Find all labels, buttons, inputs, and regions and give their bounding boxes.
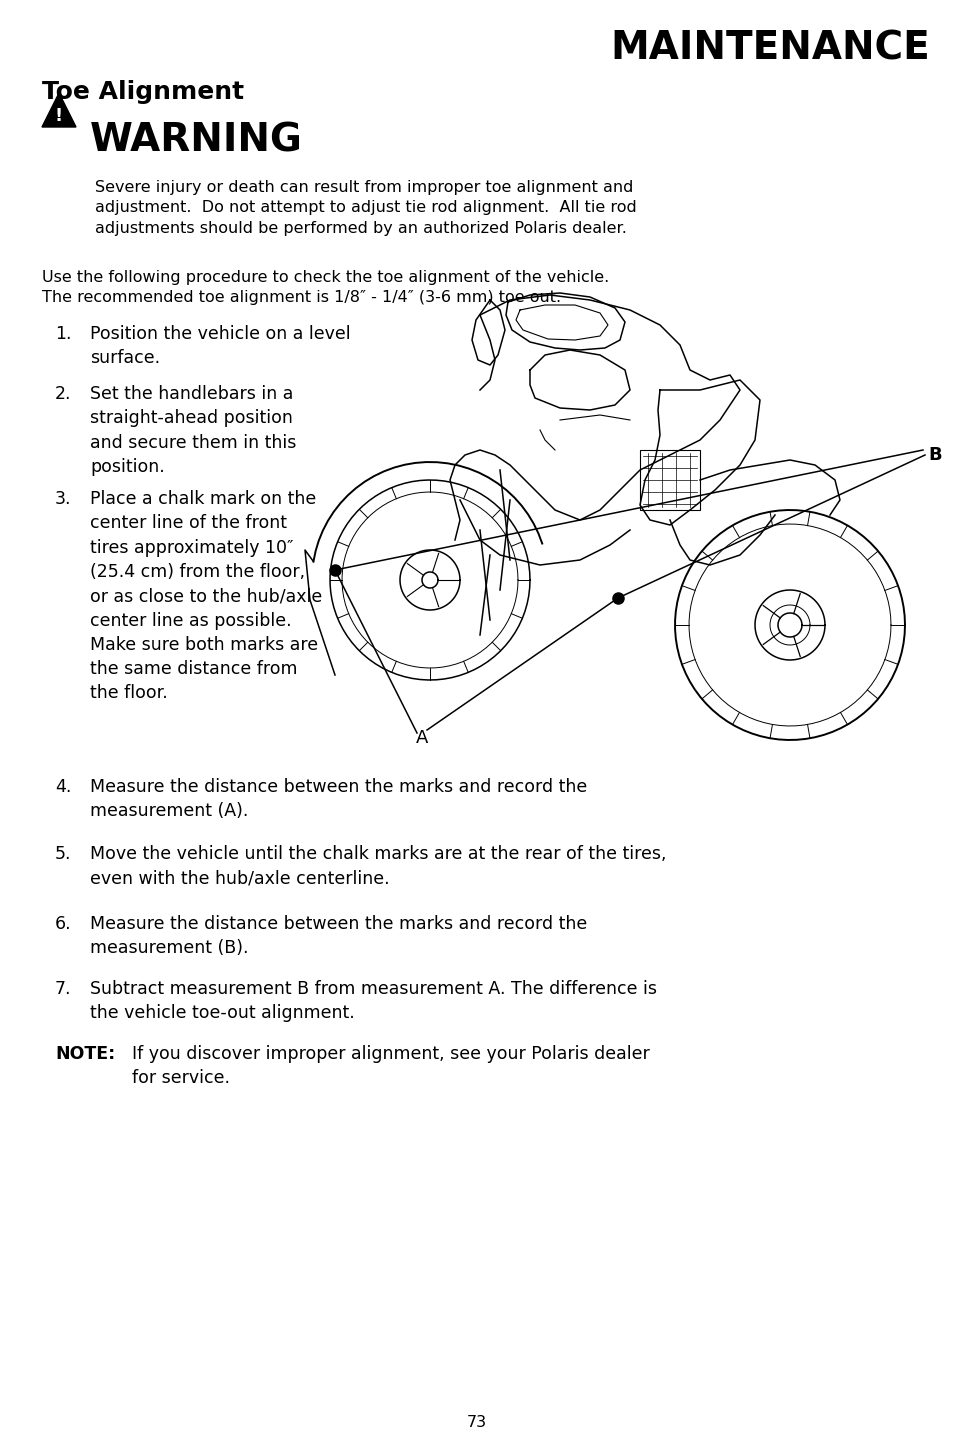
Text: 1.: 1. bbox=[55, 326, 71, 343]
Text: Move the vehicle until the chalk marks are at the rear of the tires,
even with t: Move the vehicle until the chalk marks a… bbox=[90, 845, 666, 887]
Text: NOTE:: NOTE: bbox=[55, 1045, 115, 1063]
Text: Measure the distance between the marks and record the
measurement (B).: Measure the distance between the marks a… bbox=[90, 915, 587, 957]
Text: If you discover improper alignment, see your Polaris dealer
for service.: If you discover improper alignment, see … bbox=[132, 1045, 649, 1088]
Text: Severe injury or death can result from improper toe alignment and
adjustment.  D: Severe injury or death can result from i… bbox=[95, 180, 636, 236]
Bar bbox=[639, 449, 700, 510]
Text: 73: 73 bbox=[466, 1415, 487, 1429]
Text: Position the vehicle on a level
surface.: Position the vehicle on a level surface. bbox=[90, 326, 351, 368]
Text: B: B bbox=[927, 446, 941, 464]
Text: A: A bbox=[416, 728, 428, 747]
Text: Set the handlebars in a
straight-ahead position
and secure them in this
position: Set the handlebars in a straight-ahead p… bbox=[90, 385, 296, 475]
Text: 7.: 7. bbox=[55, 980, 71, 997]
Text: Subtract measurement B from measurement A. The difference is
the vehicle toe-out: Subtract measurement B from measurement … bbox=[90, 980, 657, 1022]
Text: 3.: 3. bbox=[55, 490, 71, 507]
Text: 2.: 2. bbox=[55, 385, 71, 403]
Text: WARNING: WARNING bbox=[90, 122, 302, 160]
Text: Place a chalk mark on the
center line of the front
tires approximately 10″
(25.4: Place a chalk mark on the center line of… bbox=[90, 490, 322, 702]
Text: !: ! bbox=[55, 108, 63, 125]
Text: 6.: 6. bbox=[55, 915, 71, 933]
Text: Use the following procedure to check the toe alignment of the vehicle.
The recom: Use the following procedure to check the… bbox=[42, 270, 609, 305]
Text: Toe Alignment: Toe Alignment bbox=[42, 80, 244, 105]
Text: 4.: 4. bbox=[55, 778, 71, 795]
Text: MAINTENANCE: MAINTENANCE bbox=[610, 31, 929, 68]
Polygon shape bbox=[42, 93, 76, 126]
Text: Measure the distance between the marks and record the
measurement (A).: Measure the distance between the marks a… bbox=[90, 778, 587, 820]
Text: 5.: 5. bbox=[55, 845, 71, 864]
